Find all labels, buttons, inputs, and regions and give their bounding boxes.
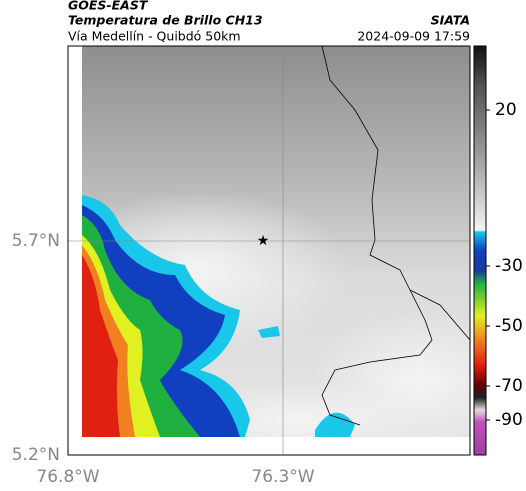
colorbar-tick-label: -30 [495, 256, 523, 276]
route: Vía Medellín - Quibdó 50km [68, 29, 241, 44]
title: GOES-EAST [68, 0, 149, 13]
source: SIATA [431, 13, 470, 28]
location-marker: ★ [257, 233, 270, 249]
colorbar-tick-label: 20 [495, 100, 517, 120]
colorbar-tick-label: -70 [495, 376, 523, 396]
colorbar [473, 45, 487, 456]
lat-tick-label: 5.7°N [12, 231, 60, 251]
plot-frame [67, 45, 471, 456]
colorbar-tick-label: -90 [495, 410, 523, 430]
labels: 5.7°N 5.2°N76.8°W 76.3°W 20 -30 -50 -70 -90 [12, 100, 523, 487]
lon-tick-label: 76.8°W [36, 467, 99, 487]
imagery [82, 46, 470, 437]
timestamp: 2024-09-09 17:59 [357, 29, 470, 44]
lat-tick-label: 5.2°N [12, 445, 60, 465]
colorbar-tick-label: -50 [495, 316, 523, 336]
subtitle: Temperatura de Brillo CH13 [68, 13, 263, 28]
lon-tick-label: 76.3°W [251, 467, 314, 487]
